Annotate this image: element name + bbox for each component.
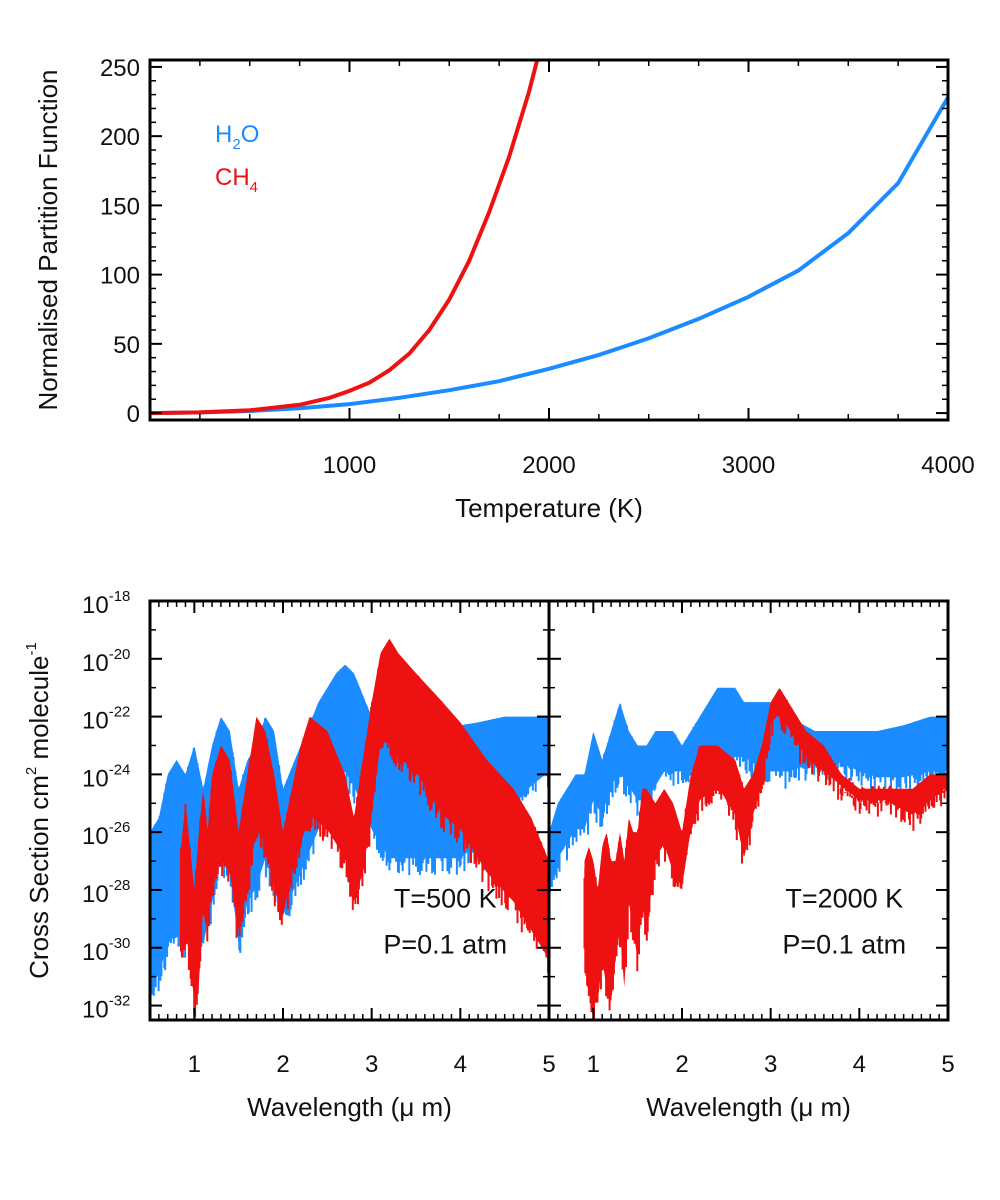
cs500-y-tick-label: 10-22 xyxy=(82,704,130,735)
partition-y-tick-label: 100 xyxy=(100,263,140,290)
partition-x-tick-label: 3000 xyxy=(722,452,775,479)
partition-y-tick-label: 50 xyxy=(113,332,140,359)
cs500-y-tick-label: 10-30 xyxy=(82,935,130,966)
partition-plot-frame xyxy=(148,58,950,422)
cs2000-spectrum-ch4 xyxy=(583,691,948,1019)
cross-section-2000k-x-axis-label: Wavelength (μ m) xyxy=(646,1092,851,1122)
cs500-y-tick-label: 10-18 xyxy=(82,588,130,619)
cs500-y-tick-label: 10-24 xyxy=(82,761,130,792)
cs2000-x-tick-label: 4 xyxy=(853,1051,866,1078)
cs500-annotation-line: T=500 K xyxy=(394,883,497,913)
series-line-h2o xyxy=(150,96,948,416)
legend-entry-h2o: H2O xyxy=(215,121,259,153)
cs500-x-tick-label: 2 xyxy=(276,1051,289,1078)
cs500-x-tick-label: 4 xyxy=(454,1051,467,1078)
partition-function-chart: 1000 2000 3000 4000 0 50 100 150 200 250 Normalis… xyxy=(33,55,975,523)
partition-x-axis-label: Temperature (K) xyxy=(455,493,643,523)
cs500-x-tick-label: 1 xyxy=(188,1051,201,1078)
cross-section-2000k-frame xyxy=(547,599,950,1022)
partition-x-tick-label: 4000 xyxy=(921,452,974,479)
partition-y-tick-label: 250 xyxy=(100,55,140,82)
cs2000-x-tick-label: 2 xyxy=(675,1051,688,1078)
cross-section-500k-chart: 1 2 3 4 5 10-18 10-20 10-22 10-24 10-26 10-28 10-30… xyxy=(23,588,556,1122)
cs500-y-tick-label: 10-32 xyxy=(82,993,130,1024)
cs500-spectrum-ch4 xyxy=(180,641,549,1018)
partition-y-tick-label: 150 xyxy=(100,193,140,220)
partition-y-tick-label: 200 xyxy=(100,124,140,151)
partition-y-axis-label: Normalised Partition Function xyxy=(33,69,63,410)
cs500-x-tick-label: 3 xyxy=(365,1051,378,1078)
cs2000-annotation-line: P=0.1 atm xyxy=(782,929,906,959)
cs500-x-tick-label: 5 xyxy=(542,1051,555,1078)
cs2000-annotation-line: T=2000 K xyxy=(785,883,903,913)
cs2000-x-tick-label: 5 xyxy=(941,1051,954,1078)
cs2000-x-tick-label: 3 xyxy=(764,1051,777,1078)
cs500-annotation-line: P=0.1 atm xyxy=(383,929,507,959)
cs2000-x-tick-label: 1 xyxy=(587,1051,600,1078)
partition-x-tick-label: 2000 xyxy=(522,452,575,479)
cross-section-500k-x-axis-label: Wavelength (μ m) xyxy=(247,1092,452,1122)
cross-section-y-axis-label: Cross Section cm2 molecule-1 xyxy=(23,642,54,979)
cross-section-2000k-chart: 1 2 3 4 5 T=2000 K P=0.1 atm Wavelength (μ m) xyxy=(547,599,955,1122)
partition-x-tick-label: 1000 xyxy=(323,452,376,479)
partition-y-tick-label: 0 xyxy=(127,401,140,428)
cross-section-2000k-annotation: T=2000 K P=0.1 atm xyxy=(782,883,906,959)
cs500-y-tick-label: 10-26 xyxy=(82,819,130,850)
cs500-y-tick-label: 10-20 xyxy=(82,646,130,677)
legend-entry-ch4: CH4 xyxy=(215,164,258,196)
series-line-ch4 xyxy=(150,60,540,416)
cs500-y-tick-label: 10-28 xyxy=(82,877,130,908)
cross-section-500k-annotation: T=500 K P=0.1 atm xyxy=(383,883,507,959)
